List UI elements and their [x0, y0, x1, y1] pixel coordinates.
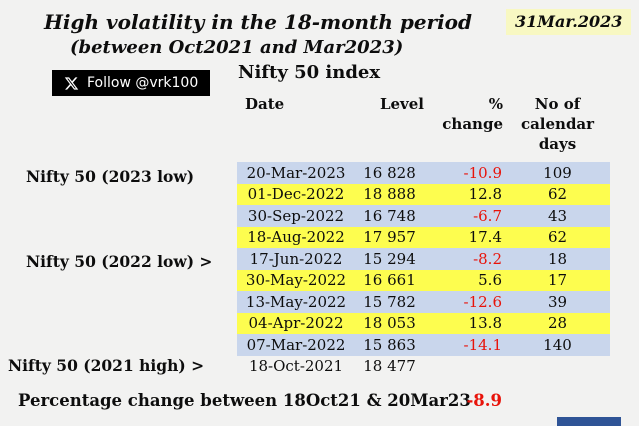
x-logo-icon [64, 76, 79, 90]
table-row: 30-Sep-2022 16 748 -6.7 43 [237, 205, 610, 227]
cell-pct-change: 12.8 [468, 185, 502, 204]
table-row: 13-May-2022 15 782 -12.6 39 [237, 291, 610, 313]
table-row-base: 18-Oct-2021 18 477 [237, 357, 610, 375]
cell-days [505, 357, 610, 375]
table-row: 30-May-2022 16 661 5.6 17 [237, 269, 610, 291]
follow-button[interactable]: Follow @vrk100 [52, 70, 211, 96]
date-badge: 31Mar.2023 [506, 9, 632, 35]
cell-pct-change: -14.1 [463, 335, 502, 354]
cell-pct-change: -10.9 [463, 163, 502, 182]
page-title: High volatility in the 18-month period [44, 10, 473, 34]
side-label-2023-low: Nifty 50 (2023 low) [26, 167, 195, 186]
cell-level: 16 748 [363, 206, 416, 225]
column-header-pct-change: % change [442, 95, 503, 133]
cell-days: 28 [547, 314, 568, 333]
cell-date: 04-Apr-2022 [248, 314, 344, 333]
cell-level: 16 661 [363, 271, 416, 290]
footer-summary-value: -8.9 [466, 391, 502, 410]
column-header-date: Date [245, 95, 285, 113]
cell-date: 18-Oct-2021 [248, 357, 344, 375]
footer-summary-label: Percentage change between 18Oct21 & 20Ma… [18, 391, 471, 410]
page-subtitle: (between Oct2021 and Mar2023) [70, 37, 404, 58]
bottom-blue-bar [557, 417, 621, 426]
cell-days: 17 [547, 271, 568, 290]
column-header-calendar-days: No of calendar days [520, 95, 595, 153]
cell-pct-change: -6.7 [473, 206, 502, 225]
follow-button-label: Follow @vrk100 [87, 75, 199, 91]
table-row: 01-Dec-2022 18 888 12.8 62 [237, 183, 610, 205]
cell-level: 15 782 [363, 292, 416, 311]
cell-pct-change: 17.4 [468, 228, 502, 247]
cell-date: 30-May-2022 [245, 271, 347, 290]
cell-level: 18 888 [363, 185, 416, 204]
cell-date: 20-Mar-2023 [246, 163, 346, 182]
table-header-row: Date Level % change No of calendar days [237, 94, 610, 154]
cell-level: 17 957 [363, 228, 416, 247]
cell-days: 18 [547, 249, 568, 268]
cell-date: 30-Sep-2022 [247, 206, 345, 225]
cell-pct-change: -12.6 [463, 292, 502, 311]
cell-days: 62 [547, 228, 568, 247]
column-header-level: Level [379, 95, 424, 113]
table-title: Nifty 50 index [238, 62, 381, 83]
cell-level: 18 477 [363, 357, 416, 375]
cell-level: 15 863 [363, 335, 416, 354]
cell-date: 17-Jun-2022 [249, 249, 343, 268]
cell-date: 07-Mar-2022 [246, 335, 346, 354]
table-row: 07-Mar-2022 15 863 -14.1 140 [237, 334, 610, 356]
cell-pct-change: 13.8 [468, 314, 502, 333]
cell-days: 39 [547, 292, 568, 311]
table-row: 18-Aug-2022 17 957 17.4 62 [237, 226, 610, 248]
cell-pct-change: 5.6 [478, 271, 502, 290]
cell-days: 109 [543, 163, 572, 182]
cell-date: 01-Dec-2022 [247, 185, 345, 204]
cell-days: 140 [543, 335, 572, 354]
side-label-2022-low: Nifty 50 (2022 low) > [26, 252, 213, 271]
table-row: 17-Jun-2022 15 294 -8.2 18 [237, 248, 610, 270]
cell-level: 16 828 [363, 163, 416, 182]
side-label-2021-high: Nifty 50 (2021 high) > [8, 356, 205, 375]
table-row: 04-Apr-2022 18 053 13.8 28 [237, 312, 610, 334]
cell-date: 13-May-2022 [245, 292, 347, 311]
cell-date: 18-Aug-2022 [247, 228, 345, 247]
table-row: 20-Mar-2023 16 828 -10.9 109 [237, 162, 610, 184]
cell-pct-change: -8.2 [473, 249, 502, 268]
cell-pct-change [424, 357, 505, 375]
table-body: 20-Mar-2023 16 828 -10.9 109 01-Dec-2022… [237, 162, 610, 356]
cell-days: 43 [547, 206, 568, 225]
cell-level: 18 053 [363, 314, 416, 333]
cell-level: 15 294 [363, 249, 416, 268]
cell-days: 62 [547, 185, 568, 204]
